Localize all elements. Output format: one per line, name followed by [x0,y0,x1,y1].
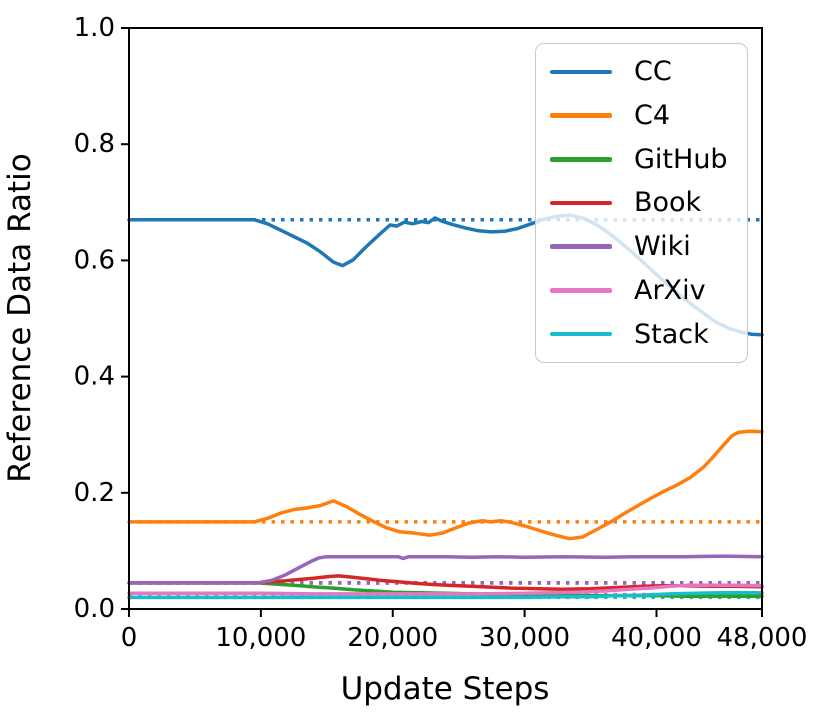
y-tick-label: 0.2 [74,478,115,508]
series-line-c4 [127,429,764,541]
legend-item-cc: CC [550,58,739,85]
x-tick-label: 30,000 [479,623,570,653]
axes-frame [128,27,763,610]
legend-item-c4: C4 [550,102,739,129]
legend-line-swatch [550,113,612,118]
legend-label: Stack [634,318,709,350]
legend-item-github: GitHub [550,146,739,173]
plot-border [128,27,763,610]
legend-item-book: Book [550,189,739,216]
legend-line-swatch [550,200,612,206]
legend-label: GitHub [634,143,728,175]
y-tick-label: 0.4 [74,362,115,392]
y-axis-label: Reference Data Ratio [2,153,38,482]
y-tick-label: 0.6 [74,245,115,275]
legend-line-swatch [550,244,612,249]
legend-line-swatch [550,288,612,293]
series-line-wiki [127,554,764,585]
x-tick-label: 20,000 [347,623,438,653]
y-tick-label: 0.0 [74,594,115,624]
y-tick-label: 0.8 [74,129,115,159]
legend-label: ArXiv [634,274,706,306]
legend-item-arxiv: ArXiv [550,277,739,304]
x-tick-label: 0 [121,623,138,653]
legend-label: CC [634,56,672,88]
x-tick-label: 40,000 [611,623,702,653]
x-tick-label: 10,000 [215,623,306,653]
legend-item-wiki: Wiki [550,233,739,260]
y-tick-label: 1.0 [74,13,115,43]
legend-line-swatch [550,157,612,162]
legend-line-swatch [550,69,612,75]
series-line-stack [127,590,764,600]
series-line-arxiv [127,583,764,596]
legend-label: Book [634,187,702,219]
tick-layer: 0 10,000 20,000 30,000 40,000 48,000 0.0 0.2 0.4… [74,13,808,653]
legend-label: C4 [634,100,671,132]
x-axis-label: Update Steps [341,671,550,707]
legend-box: CC C4 GitHub Book Wiki ArXiv Stack [535,43,748,363]
legend-line-swatch [550,331,612,337]
legend-label: Wiki [634,231,691,263]
legend-item-stack: Stack [550,321,739,348]
x-tick-label: 48,000 [717,623,808,653]
